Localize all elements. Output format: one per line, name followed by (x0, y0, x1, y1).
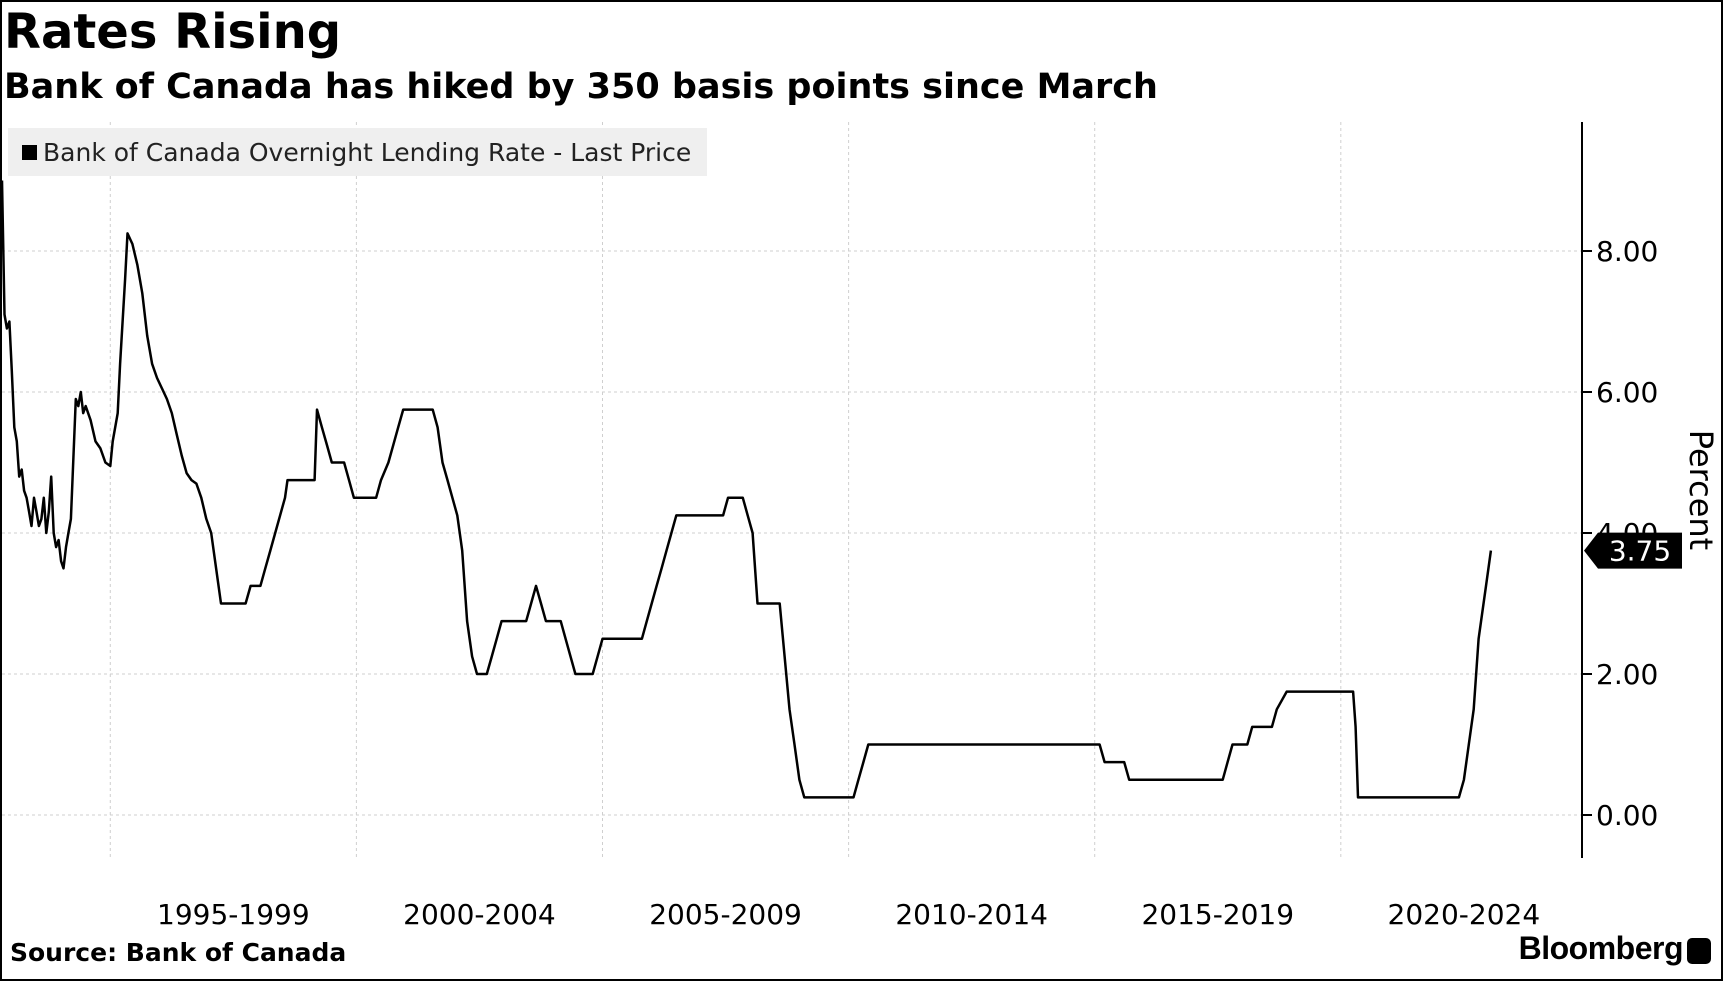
x-tick-label: 2010-2014 (895, 898, 1048, 931)
x-tick-label: 2005-2009 (649, 898, 802, 931)
source-note: Source: Bank of Canada (10, 938, 347, 967)
legend: Bank of Canada Overnight Lending Rate - … (8, 128, 708, 176)
chart-subtitle: Bank of Canada has hiked by 350 basis po… (4, 67, 1158, 107)
last-value-flag (1584, 532, 1682, 569)
last-value-label: 3.75 (1609, 535, 1671, 568)
x-tick-label: 2020-2024 (1388, 898, 1541, 931)
bloomberg-logo-icon (1687, 938, 1711, 964)
y-tick-label: 8.00 (1596, 235, 1658, 268)
y-tick-label: 0.00 (1596, 799, 1658, 832)
chart-title: Rates Rising (4, 4, 342, 60)
x-tick-label: 2000-2004 (403, 898, 556, 931)
series-line-overnight-rate (0, 180, 1493, 799)
bloomberg-wordmark: Bloomberg (1518, 930, 1684, 966)
y-axis-title: Percent (1682, 430, 1720, 550)
y-tick-label: 2.00 (1596, 658, 1658, 691)
x-tick-label: 1995-1999 (157, 898, 310, 931)
y-tick-label: 6.00 (1596, 376, 1658, 409)
label-layer: 1995-1999 2000-2004 2005-2009 2010-2014 2015… (157, 532, 1682, 931)
legend-label: Bank of Canada Overnight Lending Rate - … (43, 137, 692, 167)
x-tick-label: 2015-2019 (1141, 898, 1294, 931)
series-layer (0, 180, 1493, 799)
legend-swatch-icon (22, 144, 37, 160)
grid-lines (2, 122, 1582, 858)
